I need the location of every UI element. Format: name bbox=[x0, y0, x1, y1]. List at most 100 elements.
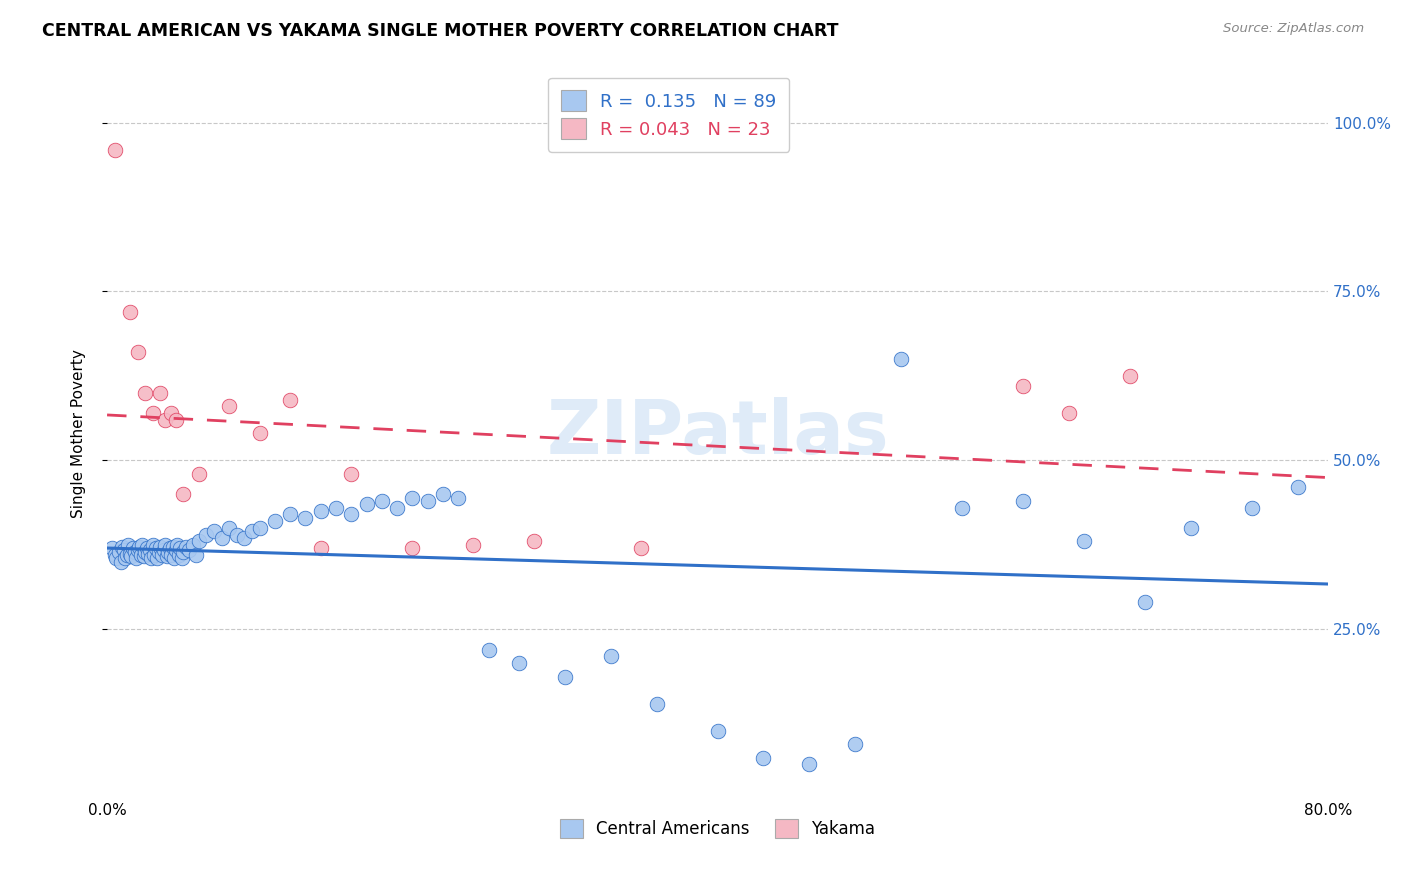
Point bbox=[166, 538, 188, 552]
Point bbox=[160, 406, 183, 420]
Point bbox=[225, 527, 247, 541]
Point bbox=[799, 757, 821, 772]
Point bbox=[463, 538, 485, 552]
Point bbox=[478, 642, 501, 657]
Point bbox=[149, 540, 172, 554]
Point bbox=[371, 494, 394, 508]
Text: CENTRAL AMERICAN VS YAKAMA SINGLE MOTHER POVERTY CORRELATION CHART: CENTRAL AMERICAN VS YAKAMA SINGLE MOTHER… bbox=[42, 22, 839, 40]
Point bbox=[554, 669, 576, 683]
Point bbox=[142, 538, 165, 552]
Point bbox=[167, 548, 190, 562]
Point bbox=[100, 541, 122, 556]
Point bbox=[149, 385, 172, 400]
Point bbox=[118, 304, 141, 318]
Point bbox=[121, 549, 143, 564]
Point bbox=[153, 413, 176, 427]
Point bbox=[146, 551, 169, 566]
Point bbox=[249, 426, 271, 441]
Point bbox=[325, 500, 347, 515]
Point bbox=[172, 487, 194, 501]
Point bbox=[122, 541, 145, 556]
Point bbox=[115, 548, 138, 562]
Point bbox=[142, 406, 165, 420]
Point bbox=[139, 542, 162, 557]
Point bbox=[240, 524, 263, 539]
Point bbox=[129, 548, 152, 562]
Legend: Central Americans, Yakama: Central Americans, Yakama bbox=[553, 812, 882, 845]
Point bbox=[128, 540, 150, 554]
Point bbox=[165, 542, 187, 557]
Point bbox=[1012, 379, 1035, 393]
Point bbox=[752, 750, 775, 764]
Point bbox=[159, 541, 181, 556]
Point bbox=[1180, 521, 1202, 535]
Point bbox=[218, 400, 240, 414]
Point bbox=[135, 541, 157, 556]
Point bbox=[125, 551, 148, 566]
Point bbox=[278, 508, 301, 522]
Text: ZIPatlas: ZIPatlas bbox=[547, 397, 889, 470]
Point bbox=[508, 656, 530, 670]
Point bbox=[416, 494, 439, 508]
Point bbox=[950, 500, 973, 515]
Point bbox=[165, 413, 187, 427]
Point bbox=[401, 491, 423, 505]
Point bbox=[249, 521, 271, 535]
Point bbox=[278, 392, 301, 407]
Point bbox=[1118, 368, 1140, 383]
Point bbox=[176, 540, 198, 554]
Point bbox=[110, 555, 132, 569]
Point bbox=[143, 548, 166, 562]
Point bbox=[162, 540, 184, 554]
Point bbox=[401, 541, 423, 556]
Point bbox=[169, 541, 191, 556]
Point bbox=[1286, 480, 1309, 494]
Point bbox=[340, 508, 363, 522]
Point bbox=[114, 551, 136, 566]
Point bbox=[108, 544, 131, 558]
Point bbox=[218, 521, 240, 535]
Point bbox=[136, 547, 159, 561]
Point bbox=[187, 467, 209, 481]
Point bbox=[153, 538, 176, 552]
Point bbox=[134, 385, 156, 400]
Point bbox=[1133, 595, 1156, 609]
Point bbox=[141, 551, 163, 566]
Point bbox=[111, 540, 134, 554]
Point bbox=[447, 491, 470, 505]
Point bbox=[233, 531, 256, 545]
Point bbox=[1073, 534, 1095, 549]
Point bbox=[132, 549, 155, 564]
Point bbox=[152, 542, 174, 557]
Point bbox=[104, 548, 127, 562]
Point bbox=[294, 510, 316, 524]
Point bbox=[340, 467, 363, 481]
Point bbox=[195, 527, 218, 541]
Point bbox=[309, 541, 332, 556]
Point bbox=[309, 504, 332, 518]
Point bbox=[117, 538, 139, 552]
Point bbox=[1012, 494, 1035, 508]
Point bbox=[127, 542, 149, 557]
Point bbox=[706, 723, 728, 738]
Y-axis label: Single Mother Poverty: Single Mother Poverty bbox=[72, 349, 86, 517]
Point bbox=[105, 551, 128, 566]
Point bbox=[202, 524, 225, 539]
Point bbox=[890, 351, 912, 366]
Point bbox=[211, 531, 233, 545]
Point bbox=[181, 538, 204, 552]
Point bbox=[160, 548, 183, 562]
Point bbox=[134, 544, 156, 558]
Point bbox=[356, 497, 378, 511]
Point bbox=[124, 544, 146, 558]
Point bbox=[127, 345, 149, 359]
Point bbox=[170, 551, 193, 566]
Text: Source: ZipAtlas.com: Source: ZipAtlas.com bbox=[1223, 22, 1364, 36]
Point bbox=[630, 541, 652, 556]
Point bbox=[148, 544, 170, 558]
Point bbox=[179, 542, 201, 557]
Point bbox=[150, 548, 173, 562]
Point bbox=[432, 487, 454, 501]
Point bbox=[599, 649, 621, 664]
Point bbox=[118, 547, 141, 561]
